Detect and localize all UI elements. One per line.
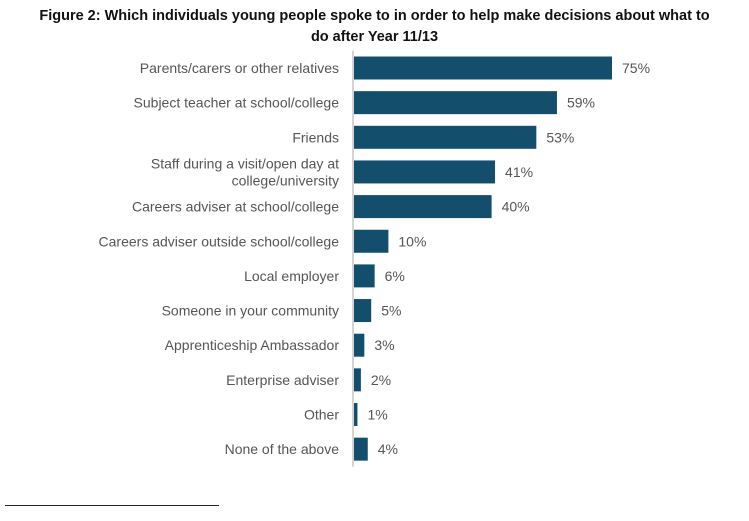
value-label-9: 2%: [371, 372, 391, 388]
bar-2: [354, 125, 537, 149]
category-label-5: Careers adviser outside school/college: [99, 233, 340, 249]
category-label-9-line-0: Enterprise adviser: [226, 372, 339, 388]
bar-8: [354, 333, 365, 357]
bar-3: [354, 160, 496, 184]
chart-title-line-1: Figure 2: Which individuals young people…: [39, 8, 710, 24]
category-label-3: Staff during a visit/open day at college/…: [151, 155, 339, 188]
category-label-11-line-0: None of the above: [225, 441, 340, 457]
category-label-10-line-0: Other: [304, 407, 339, 423]
footnote-divider: [5, 505, 219, 506]
bar-0: [354, 56, 612, 80]
bar-10: [354, 403, 358, 426]
category-label-5-line-0: Careers adviser outside school/college: [99, 233, 340, 249]
bar-5: [354, 229, 389, 253]
value-label-8: 3%: [374, 337, 394, 353]
category-label-8-line-0: Apprenticeship Ambassador: [165, 337, 340, 353]
category-label-0-line-0: Parents/carers or other relatives: [140, 60, 339, 76]
chart-title: Figure 2: Which individuals young people…: [0, 6, 749, 48]
category-label-1: Subject teacher at school/college: [134, 95, 340, 111]
value-label-5: 10%: [398, 233, 426, 249]
category-label-0: Parents/carers or other relatives: [140, 60, 339, 76]
value-label-0: 75%: [622, 60, 650, 76]
category-label-3-line-1: college/university: [232, 172, 339, 188]
bar-4: [354, 195, 492, 219]
category-label-1-line-0: Subject teacher at school/college: [134, 95, 340, 111]
category-label-2-line-0: Friends: [292, 129, 339, 145]
category-label-9: Enterprise adviser: [226, 372, 339, 388]
category-label-2: Friends: [292, 129, 339, 145]
bar-9: [354, 368, 361, 392]
category-label-4-line-0: Careers adviser at school/college: [132, 199, 339, 215]
bar-6: [354, 264, 375, 288]
category-label-7-line-0: Someone in your community: [162, 303, 339, 319]
value-label-10: 1%: [367, 407, 387, 423]
value-label-3: 41%: [505, 164, 533, 180]
category-label-4: Careers adviser at school/college: [132, 199, 339, 215]
value-label-7: 5%: [381, 303, 401, 319]
value-label-11: 4%: [378, 441, 398, 457]
value-label-1: 59%: [567, 95, 595, 111]
value-label-2: 53%: [546, 129, 574, 145]
value-label-4: 40%: [502, 199, 530, 215]
category-label-3-line-0: Staff during a visit/open day at: [151, 155, 339, 171]
bar-11: [354, 437, 368, 461]
category-label-10: Other: [304, 407, 339, 423]
category-label-6: Local employer: [244, 268, 339, 284]
chart-title-line-2: do after Year 11/13: [310, 29, 439, 45]
category-label-8: Apprenticeship Ambassador: [165, 337, 340, 353]
category-label-11: None of the above: [225, 441, 340, 457]
category-label-7: Someone in your community: [162, 303, 339, 319]
bar-7: [354, 299, 372, 323]
bar-1: [354, 91, 557, 115]
value-label-6: 6%: [385, 268, 405, 284]
category-label-6-line-0: Local employer: [244, 268, 339, 284]
